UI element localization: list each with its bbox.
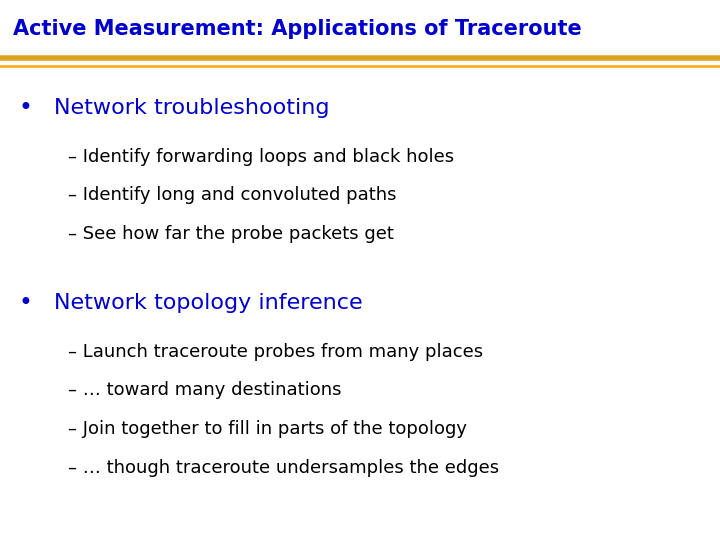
Text: – Join together to fill in parts of the topology: – Join together to fill in parts of the … [68, 420, 467, 438]
Text: •: • [18, 96, 32, 120]
Text: Network troubleshooting: Network troubleshooting [54, 98, 330, 118]
Text: – Identify forwarding loops and black holes: – Identify forwarding loops and black ho… [68, 147, 454, 166]
Text: Network topology inference: Network topology inference [54, 293, 363, 313]
Text: – … toward many destinations: – … toward many destinations [68, 381, 342, 400]
Text: – See how far the probe packets get: – See how far the probe packets get [68, 225, 395, 244]
Text: – Launch traceroute probes from many places: – Launch traceroute probes from many pla… [68, 342, 484, 361]
FancyBboxPatch shape [0, 0, 720, 57]
Text: – … though traceroute undersamples the edges: – … though traceroute undersamples the e… [68, 459, 500, 477]
Text: – Identify long and convoluted paths: – Identify long and convoluted paths [68, 186, 397, 205]
Text: Active Measurement: Applications of Traceroute: Active Measurement: Applications of Trac… [13, 18, 582, 39]
Text: •: • [18, 291, 32, 315]
